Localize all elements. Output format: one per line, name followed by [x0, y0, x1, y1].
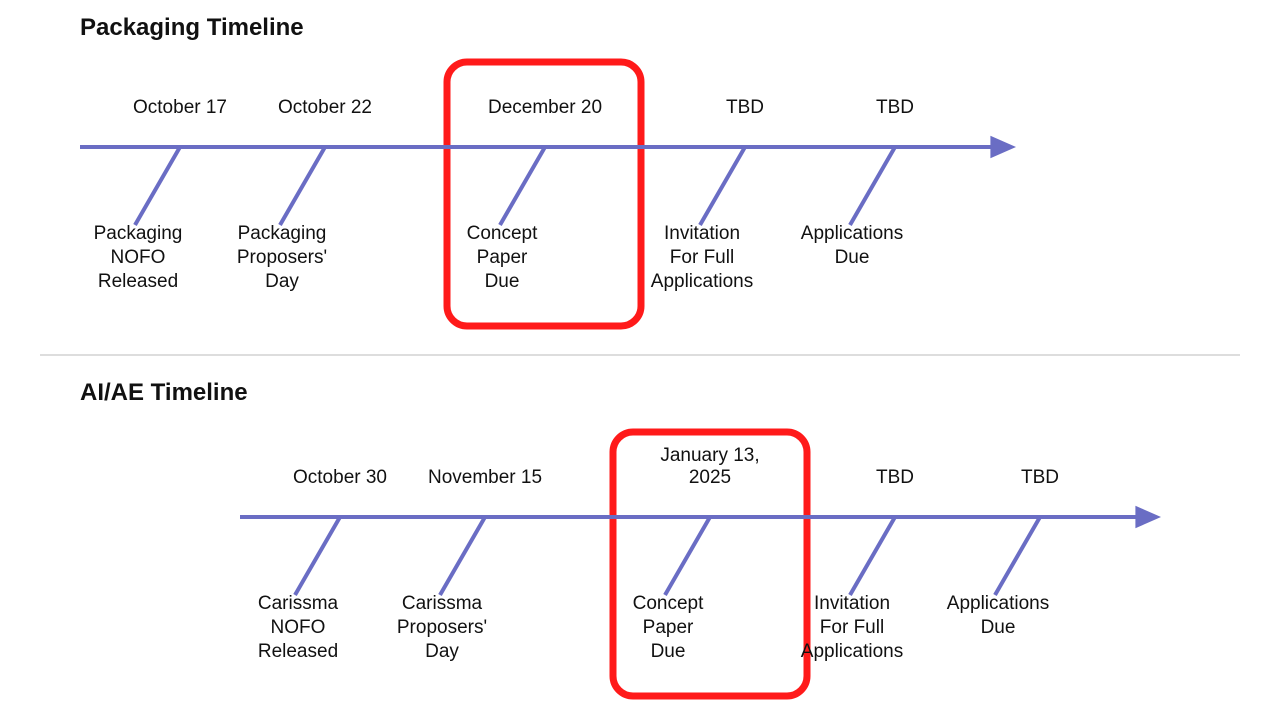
event-date: December 20	[488, 97, 602, 118]
event-desc-line: Paper	[643, 617, 694, 638]
timeline-title: Packaging Timeline	[80, 14, 304, 41]
event-desc-line: Proposers'	[237, 247, 327, 268]
event-date: January 13,	[660, 445, 759, 466]
event-desc-line: For Full	[820, 617, 884, 638]
event-desc-line: Applications	[801, 223, 903, 244]
event-desc-line: Day	[425, 641, 459, 662]
event-desc-line: Paper	[477, 247, 528, 268]
event-desc-line: For Full	[670, 247, 734, 268]
event-desc-line: Due	[485, 271, 520, 292]
event-desc-line: Packaging	[94, 223, 183, 244]
event-desc-line: Packaging	[238, 223, 327, 244]
event-desc-line: Invitation	[814, 593, 890, 614]
event-desc-line: Released	[258, 641, 338, 662]
event-desc-line: Carissma	[402, 593, 483, 614]
event-desc-line: Applications	[947, 593, 1049, 614]
event-date: November 15	[428, 467, 542, 488]
event-desc-line: Concept	[467, 223, 538, 244]
event-desc-line: Due	[651, 641, 686, 662]
event-desc-line: Due	[981, 617, 1016, 638]
event-desc-line: Carissma	[258, 593, 339, 614]
timeline-diagram: Packaging Timeline October 17 Packaging NOF…	[0, 0, 1280, 720]
event-desc-line: NOFO	[111, 247, 166, 268]
event-date: October 17	[133, 97, 227, 118]
event-date: October 22	[278, 97, 372, 118]
event-desc-line: Day	[265, 271, 299, 292]
event-desc-line: Released	[98, 271, 178, 292]
event-date: TBD	[726, 97, 764, 118]
event-desc-line: Due	[835, 247, 870, 268]
event-desc-line: NOFO	[271, 617, 326, 638]
event-desc-line: Applications	[801, 641, 903, 662]
event-date: TBD	[876, 97, 914, 118]
timeline-title: AI/AE Timeline	[80, 379, 248, 406]
event-desc-line: Proposers'	[397, 617, 487, 638]
event-desc-line: Applications	[651, 271, 753, 292]
event-date: October 30	[293, 467, 387, 488]
event-desc-line: Concept	[633, 593, 704, 614]
event-desc-line: Invitation	[664, 223, 740, 244]
event-date: 2025	[689, 467, 731, 488]
event-date: TBD	[1021, 467, 1059, 488]
event-date: TBD	[876, 467, 914, 488]
